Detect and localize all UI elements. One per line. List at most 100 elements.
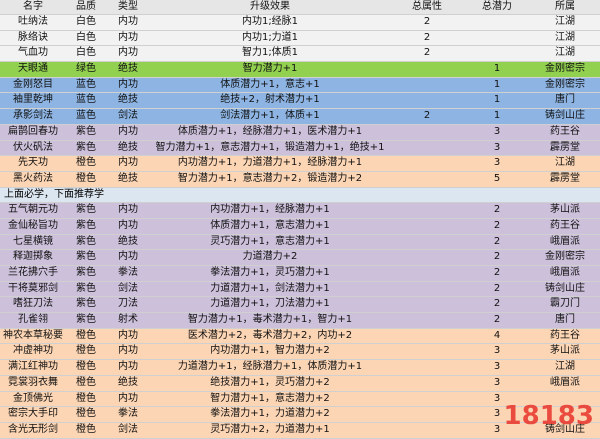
table-row: 五气朝元功 紫色 内功 内功潜力+1，经脉潜力+1 2 茅山派 (0, 203, 600, 219)
table-row: 释迦掷象 紫色 内功 力道潜力+2 2 金刚密宗 (0, 250, 600, 266)
table-row: 气血功 白色 内功 智力1;体质1 2 江湖 (0, 46, 600, 63)
table-cell: 橙色 (76, 392, 96, 404)
table-cell: 2 (423, 110, 431, 122)
table-row: 脉络诀 白色 内功 内功1;力道1 2 江湖 (0, 30, 600, 47)
table-cell: 内功 (118, 125, 138, 137)
table-cell: 绝技+2，射术潜力+1 (220, 94, 320, 106)
table-cell: 拳法潜力+1，灵巧潜力+1 (210, 267, 330, 278)
table-cell (390, 266, 464, 281)
table-cell: 含光无形剑 (8, 423, 58, 435)
table-cell: 1 (493, 63, 501, 75)
table-cell: 茅山派 (550, 345, 580, 357)
table-cell: 内功 (118, 345, 138, 357)
table-cell: 绝技 (118, 63, 138, 75)
table-cell: 2 (423, 16, 431, 27)
table-cell: 干将莫邪剑 (8, 282, 58, 294)
table-cell: 力道潜力+1，剑法潜力+1 (210, 282, 330, 294)
table-cell: 内功1;力道1 (241, 31, 299, 43)
table-cell: 灵巧潜力+2，力道潜力+1 (210, 423, 330, 435)
table-cell: 剑法潜力+1，体质+1 (220, 110, 320, 122)
table-cell: 金刚密宗 (545, 63, 585, 75)
table-cell: 伏火矾法 (13, 141, 53, 153)
table-cell: 剑法 (118, 423, 138, 435)
header-cell: 总潜力 (482, 1, 512, 12)
table-cell: 射术 (118, 314, 138, 326)
table-cell: 白色 (76, 47, 96, 59)
table-cell: 体质潜力+1，经脉潜力+1，医术潜力+1 (177, 125, 363, 137)
table-cell (390, 282, 464, 297)
table-cell (390, 235, 464, 250)
table-cell: 铸剑山庄 (545, 423, 585, 435)
table-row: 干将莫邪剑 紫色 剑法 力道潜力+1，剑法潜力+1 2 铸剑山庄 (0, 281, 600, 298)
table-cell: 神农本草秘要 (3, 329, 63, 341)
table-cell: 绿色 (76, 63, 96, 75)
table-cell: 金刚怒目 (13, 78, 53, 90)
table-cell (390, 344, 464, 359)
table-cell: 内功 (118, 361, 138, 373)
table-cell (390, 313, 464, 328)
table-cell: 拳法 (118, 408, 138, 420)
table-row: 含光无形剑 橙色 剑法 灵巧潜力+2，力道潜力+1 3 铸剑山庄 (0, 422, 600, 439)
table-cell: 紫色 (76, 141, 96, 153)
table-cell: 内功潜力+1，经脉潜力+1 (210, 204, 330, 216)
table-cell: 智力潜力+1，意志潜力+1，锻造潜力+1，绝技+1 (155, 141, 385, 153)
table-cell: 绝技 (118, 172, 138, 184)
table-cell: 五气朝元功 (8, 204, 58, 216)
table-cell: 内功1;经脉1 (241, 16, 299, 27)
table-cell: 橙色 (76, 361, 96, 373)
table-cell: 江湖 (555, 31, 575, 43)
table-cell: 药王谷 (550, 329, 580, 341)
table-cell: 2 (423, 31, 431, 43)
table-row: 兰花拂穴手 紫色 拳法 拳法潜力+1，灵巧潜力+1 2 峨眉派 (0, 266, 600, 282)
table-cell: 体质潜力+1，意志潜力+1 (210, 219, 330, 231)
table-row: 伏火矾法 紫色 绝技 智力潜力+1，意志潜力+1，锻造潜力+1，绝技+1 3 霹雳堂 (0, 140, 600, 157)
table-cell: 紫色 (76, 314, 96, 326)
table-cell (390, 125, 464, 140)
table-cell: 冲虚神功 (13, 345, 53, 357)
table-cell: 拳法 (118, 267, 138, 278)
table-cell (390, 141, 464, 156)
table-cell (390, 360, 464, 375)
header-cell: 名字 (23, 1, 43, 12)
table-row: 上面必学，下面推荐学 (0, 187, 600, 204)
table-cell: 内功 (118, 157, 138, 169)
table-cell (390, 219, 464, 234)
table-cell: 刀法 (118, 298, 138, 310)
table-cell: 霓裳羽衣舞 (8, 376, 58, 388)
table-cell: 内功 (118, 219, 138, 231)
table-cell: 力道潜力+1，经脉潜力+1，体质潜力+1 (177, 361, 363, 373)
table-cell: 紫色 (76, 298, 96, 310)
table-cell: 紫色 (76, 282, 96, 294)
header-cell: 总属性 (412, 1, 442, 12)
table-cell: 白色 (76, 31, 96, 43)
table-row: 金顶佛光 橙色 内功 智力潜力+1，意志潜力+2 3 (0, 391, 600, 408)
table-row: 吐纳法 白色 内功 内功1;经脉1 2 江湖 (0, 15, 600, 31)
header-row: 名字 品质 类型 升级效果 总属性 总潜力 所属 (0, 0, 600, 15)
section-label: 上面必学，下面推荐学 (4, 188, 104, 200)
table-row: 金刚怒目 蓝色 内功 体质潜力+1，意志+1 1 金刚密宗 (0, 77, 600, 94)
table-cell: 智力潜力+1 (242, 63, 298, 75)
table-cell: 2 (493, 204, 501, 216)
table-cell: 3 (493, 141, 501, 153)
table-cell: 3 (493, 125, 501, 137)
table-cell: 3 (493, 376, 501, 388)
table-cell: 橙色 (76, 172, 96, 184)
table-cell: 江湖 (555, 47, 575, 59)
table-cell: 橙色 (76, 376, 96, 388)
table-cell: 紫色 (76, 267, 96, 278)
table-cell: 药王谷 (550, 125, 580, 137)
table-cell: 金顶佛光 (13, 392, 53, 404)
table-cell: 紫色 (76, 204, 96, 216)
table-cell (390, 423, 464, 438)
table-cell (390, 376, 464, 391)
table-cell: 霸刀门 (550, 298, 580, 310)
table-cell: 3 (493, 392, 501, 404)
header-cell: 升级效果 (250, 1, 290, 12)
table-cell: 内功 (118, 204, 138, 216)
table-cell: 金仙秘旨功 (8, 219, 58, 231)
table-cell: 2 (493, 282, 501, 294)
table-cell: 力道潜力+1，刀法潜力+1 (210, 298, 330, 310)
table-row: 黑火药法 橙色 绝技 智力潜力+1，意志潜力+2，锻造潜力+2 5 霹雳堂 (0, 171, 600, 188)
table-cell: 嗜狂刀法 (13, 298, 53, 310)
